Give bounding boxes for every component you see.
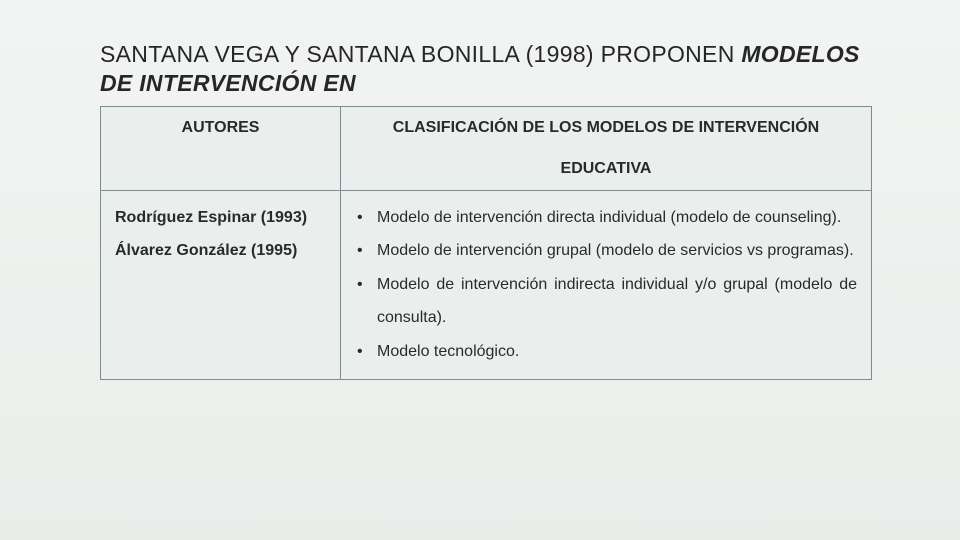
header-classification-line1: CLASIFICACIÓN DE LOS MODELOS DE INTERVEN… [341,106,872,148]
header-authors: AUTORES [101,106,341,190]
header-classification-text2: EDUCATIVA [561,160,652,177]
title-plain: SANTANA VEGA Y SANTANA BONILLA (1998) PR… [100,41,741,67]
list-item: Modelo de intervención grupal (modelo de… [355,234,857,268]
models-table: AUTORES CLASIFICACIÓN DE LOS MODELOS DE … [100,106,872,380]
slide-container: SANTANA VEGA Y SANTANA BONILLA (1998) PR… [0,0,960,540]
header-authors-text: AUTORES [182,119,260,136]
models-list: Modelo de intervención directa individua… [355,201,857,369]
author-2: Álvarez González (1995) [115,234,326,268]
authors-cell: Rodríguez Espinar (1993) Álvarez Gonzále… [101,190,341,379]
author-1: Rodríguez Espinar (1993) [115,201,326,235]
table-row: Rodríguez Espinar (1993) Álvarez Gonzále… [101,190,872,379]
header-classification-line2: EDUCATIVA [341,148,872,190]
table-header-row: AUTORES CLASIFICACIÓN DE LOS MODELOS DE … [101,106,872,148]
list-item: Modelo tecnológico. [355,335,857,369]
header-classification-text1: CLASIFICACIÓN DE LOS MODELOS DE INTERVEN… [393,119,819,136]
slide-title: SANTANA VEGA Y SANTANA BONILLA (1998) PR… [100,40,872,98]
list-item: Modelo de intervención indirecta individ… [355,268,857,335]
models-cell: Modelo de intervención directa individua… [341,190,872,379]
list-item: Modelo de intervención directa individua… [355,201,857,235]
